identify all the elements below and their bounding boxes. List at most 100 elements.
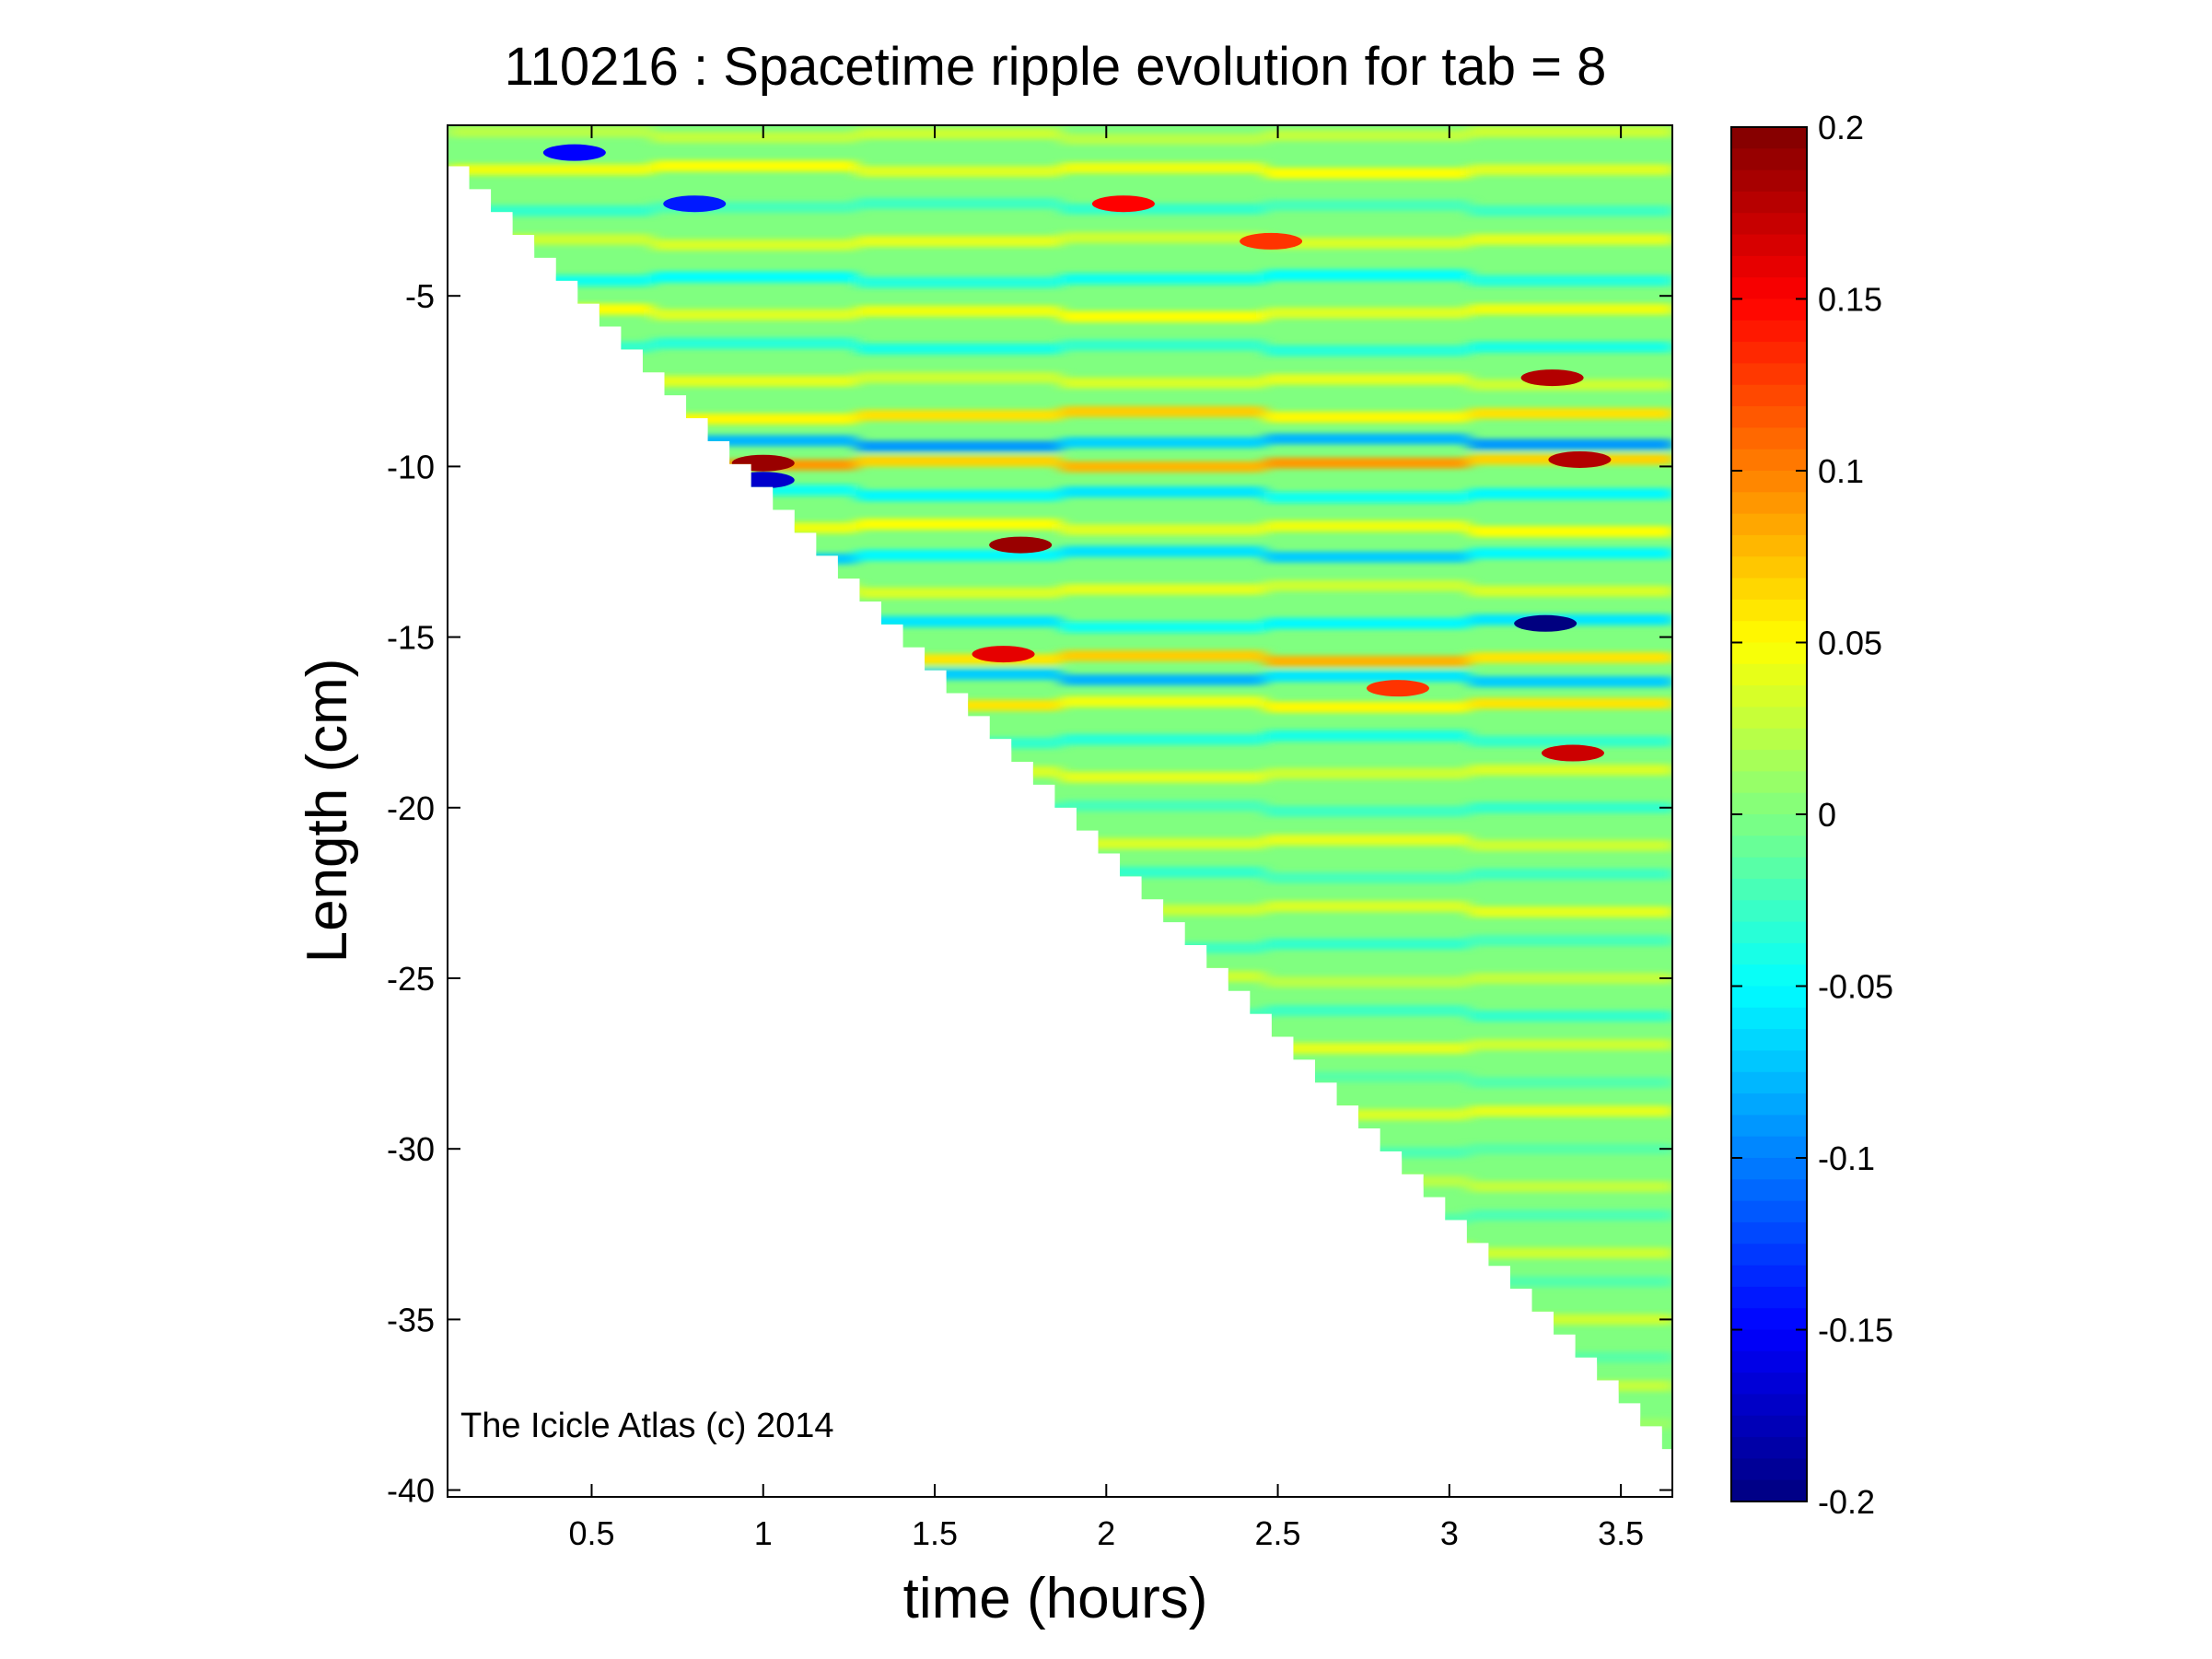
colorbar-segment — [1731, 942, 1807, 965]
heatmap-band — [448, 868, 654, 880]
colorbar-segment — [1731, 363, 1807, 386]
heatmap-band — [1060, 695, 1266, 707]
heatmap-band — [1060, 231, 1266, 243]
heatmap-band — [1060, 621, 1266, 633]
x-axis-label: time (hours) — [903, 1567, 1208, 1630]
colorbar-segment — [1731, 1007, 1807, 1030]
heatmap-hotspot — [1091, 195, 1155, 213]
colorbar-segment — [1731, 1286, 1807, 1309]
colorbar-segment — [1731, 1093, 1807, 1116]
y-tick-label: -20 — [387, 789, 435, 827]
heatmap-band — [448, 233, 654, 245]
heatmap-band — [1060, 1037, 1266, 1049]
heatmap-band — [1263, 1242, 1471, 1254]
heatmap-band — [856, 1382, 1062, 1394]
y-axis: -5 -10 -15 -20 -25 -30 -35 -40 — [387, 277, 1672, 1510]
colorbar-segment — [1731, 255, 1807, 278]
heatmap-band — [1263, 805, 1471, 817]
heatmap-band — [1060, 377, 1266, 389]
colorbar-segment — [1731, 1329, 1807, 1352]
heatmap-band — [1263, 1005, 1471, 1017]
heatmap-hotspot — [1548, 450, 1612, 468]
heatmap-band — [1263, 1213, 1471, 1225]
heatmap-band — [1060, 1416, 1266, 1428]
heatmap-band — [651, 1348, 858, 1360]
heatmap-band — [448, 1247, 654, 1259]
y-axis-label: Length (cm) — [296, 659, 359, 964]
colorbar-segment — [1731, 921, 1807, 944]
heatmap-band — [651, 1310, 858, 1322]
heatmap-band — [1060, 1113, 1266, 1125]
colorbar-segment — [1731, 1071, 1807, 1094]
colorbar-tick-label: -0.05 — [1818, 968, 1893, 1006]
heatmap-hotspot — [663, 195, 727, 213]
heatmap-band — [856, 235, 1062, 247]
heatmap-band — [1060, 162, 1266, 174]
heatmap-band — [651, 835, 858, 847]
heatmap-band — [448, 379, 654, 391]
heatmap-band — [448, 407, 654, 419]
heatmap-band — [856, 128, 1062, 140]
heatmap-band — [651, 1045, 858, 1057]
heatmap-band — [1263, 871, 1471, 883]
heatmap-band — [856, 440, 1062, 452]
colorbar-segment — [1731, 213, 1807, 236]
heatmap-band — [448, 1105, 654, 1117]
heatmap-hotspot — [731, 454, 795, 472]
colorbar-tick-label: -0.2 — [1818, 1483, 1875, 1521]
heatmap-band — [448, 839, 654, 851]
heatmap-band — [1263, 579, 1471, 591]
watermark-text: The Icicle Atlas (c) 2014 — [460, 1407, 834, 1445]
colorbar-segment — [1731, 814, 1807, 836]
colorbar-tick-label: 0.2 — [1818, 109, 1864, 146]
heatmap-band — [448, 453, 654, 465]
heatmap-band — [448, 1143, 654, 1155]
heatmap-band — [448, 1011, 654, 1022]
heatmap-band — [1060, 649, 1266, 661]
heatmap-band — [856, 936, 1062, 948]
heatmap-band — [856, 1344, 1062, 1356]
colorbar-segment — [1731, 900, 1807, 923]
heatmap-band — [856, 699, 1062, 711]
colorbar-segment — [1731, 685, 1807, 708]
heatmap-band — [1468, 1039, 1672, 1051]
colorbar-segment — [1731, 578, 1807, 601]
heatmap-band — [1263, 551, 1471, 563]
heatmap-band — [1468, 651, 1672, 663]
heatmap-band — [651, 1007, 858, 1019]
heatmap-band — [1468, 1351, 1672, 1363]
colorbar-segment — [1731, 1437, 1807, 1459]
colorbar-segment — [1731, 1179, 1807, 1202]
heatmap-band — [1468, 526, 1672, 538]
heatmap-band — [1468, 164, 1672, 176]
heatmap-band — [651, 413, 858, 425]
heatmap-band — [1468, 972, 1672, 984]
heatmap-band — [1263, 237, 1471, 249]
heatmap-band — [1060, 461, 1266, 473]
heatmap-band — [1060, 866, 1266, 878]
heatmap-band — [1263, 457, 1471, 469]
heatmap-band — [1263, 492, 1471, 504]
heatmap-band — [651, 1177, 858, 1189]
heatmap-band — [1263, 520, 1471, 532]
colorbar-segment — [1731, 964, 1807, 987]
heatmap-band — [1468, 868, 1672, 880]
colorbar-segment — [1731, 1458, 1807, 1481]
heatmap-band — [651, 435, 858, 447]
heatmap-band — [856, 803, 1062, 815]
heatmap-band — [1060, 1009, 1266, 1021]
heatmap-hotspot — [1240, 232, 1303, 250]
heatmap-band — [856, 409, 1062, 421]
colorbar-segment — [1731, 1136, 1807, 1159]
x-tick-label: 3 — [1440, 1514, 1459, 1552]
heatmap-band — [448, 905, 654, 917]
heatmap-band — [448, 341, 654, 353]
colorbar-tick-label: -0.15 — [1818, 1312, 1893, 1349]
heatmap-band — [1468, 379, 1672, 391]
heatmap-band — [1263, 1346, 1471, 1358]
heatmap-band — [1060, 771, 1266, 783]
heatmap-band — [1468, 1276, 1672, 1288]
heatmap-band — [448, 934, 654, 946]
heatmap-band — [448, 764, 654, 776]
heatmap-band — [1468, 1181, 1672, 1193]
